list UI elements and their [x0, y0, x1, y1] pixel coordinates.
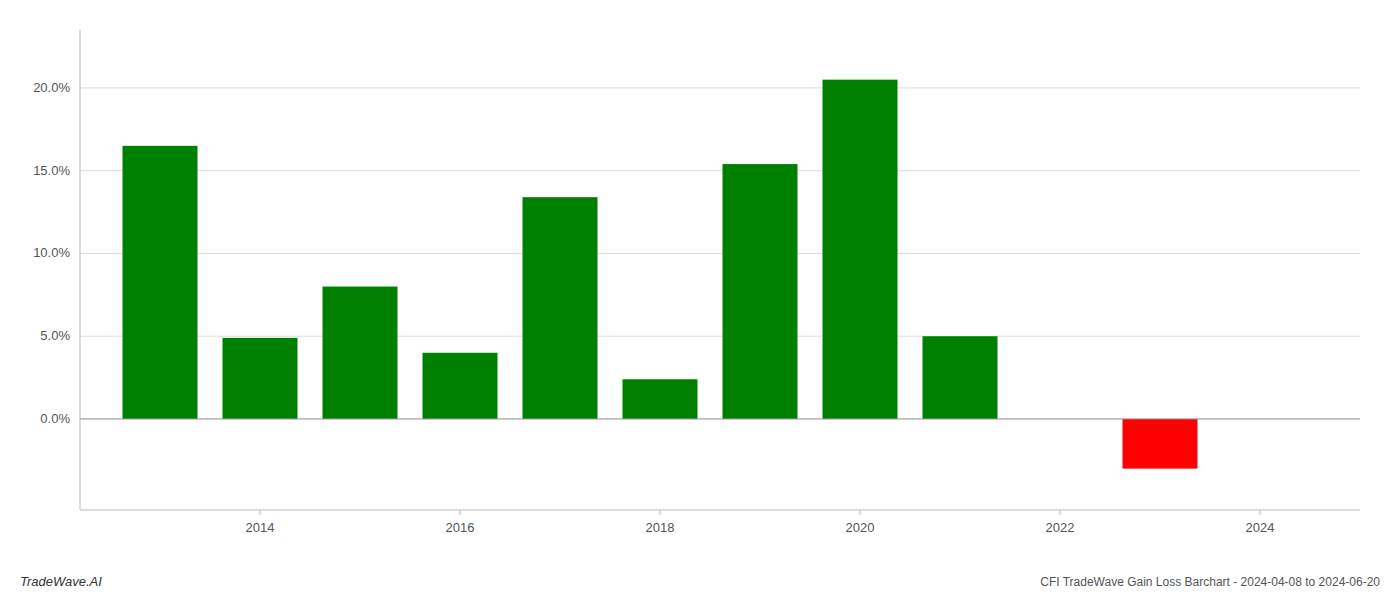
- chart-svg: 0.0% 5.0% 10.0% 15.0% 20.0% 2014 2016 2018 2020 2…: [0, 0, 1400, 600]
- x-axis-line: [80, 510, 1360, 511]
- x-tick-label: 2022: [1046, 520, 1075, 535]
- chart-container: 0.0% 5.0% 10.0% 15.0% 20.0% 2014 2016 2018 2020 2…: [0, 0, 1400, 600]
- bar: [1123, 419, 1198, 469]
- bar: [723, 164, 798, 419]
- grid-line: [80, 253, 1360, 254]
- y-tick-label: 20.0%: [33, 80, 70, 95]
- footer-text: TradeWave.AI: [20, 574, 102, 589]
- y-grid: [80, 88, 1360, 419]
- bar: [223, 338, 298, 419]
- x-tick-label: 2016: [446, 520, 475, 535]
- bar: [123, 146, 198, 419]
- x-tick-label: 2024: [1246, 520, 1275, 535]
- bar: [323, 287, 398, 419]
- x-tick: [860, 510, 861, 515]
- bar: [523, 197, 598, 419]
- x-tick: [1060, 510, 1061, 515]
- x-tick: [1260, 510, 1261, 515]
- y-tick-label: 5.0%: [40, 328, 70, 343]
- bar: [423, 353, 498, 419]
- bars: [123, 80, 1198, 469]
- x-tick: [660, 510, 661, 515]
- grid-line: [80, 336, 1360, 337]
- y-axis-line: [80, 30, 81, 510]
- grid-line: [80, 418, 1360, 419]
- x-tick-label: 2014: [246, 520, 275, 535]
- grid-line: [80, 170, 1360, 171]
- bar: [623, 379, 698, 419]
- y-tick-label: 10.0%: [33, 245, 70, 260]
- zero-line: [80, 418, 1360, 419]
- bar: [923, 336, 998, 419]
- bar: [823, 80, 898, 419]
- y-tick-label: 15.0%: [33, 163, 70, 178]
- grid-line: [80, 87, 1360, 88]
- footer-text: CFI TradeWave Gain Loss Barchart - 2024-…: [1040, 575, 1380, 589]
- background: [0, 0, 1400, 600]
- x-tick-label: 2018: [646, 520, 675, 535]
- y-tick-label: 0.0%: [40, 411, 70, 426]
- x-tick-label: 2020: [846, 520, 875, 535]
- x-tick: [460, 510, 461, 515]
- x-tick: [260, 510, 261, 515]
